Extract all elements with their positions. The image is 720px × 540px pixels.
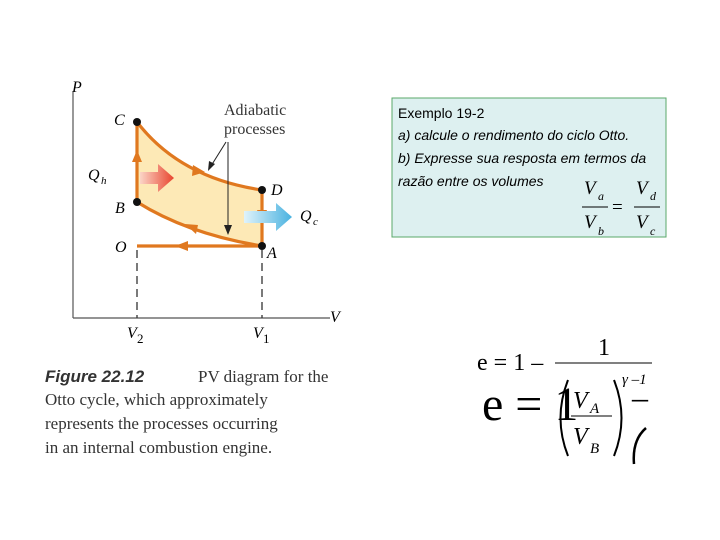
point-label: O [115,239,127,256]
caption-line: in an internal combustion engine. [45,438,272,457]
caption-line: Otto cycle, which approximately [45,390,268,409]
point-label: C [114,112,125,129]
caption: Figure 22.12 PV diagram for the Otto cyc… [45,367,328,457]
ratio-sub: a [598,189,604,203]
volume-tick: V [127,325,139,342]
ratio-sub: d [650,189,657,203]
dot [133,198,141,206]
formula-small: e = 1 – 1 γ –1 [477,335,652,388]
heat-in-sub: h [101,175,107,187]
adiabat-top [135,121,263,192]
box-line: razão entre os volumes [398,173,544,189]
annotation-pointer [208,161,215,171]
point-label: B [115,200,125,217]
formula-symbol: V [573,388,590,414]
caption-label: Figure 22.12 [45,367,145,386]
caption-line: represents the processes occurring [45,414,278,433]
heat-out-symbol: Q [300,208,312,225]
arrow [175,241,188,251]
formula-numerator: 1 [598,335,610,361]
dot [133,118,141,126]
dot [258,242,266,250]
heat-in-arrow [140,164,174,192]
formula-symbol: V [573,424,590,450]
ratio-sub: b [598,224,604,238]
box-line: Exemplo 19-2 [398,105,485,121]
formula-sub: A [589,401,600,417]
axis-label-v: V [330,309,342,326]
cycle-area [137,122,262,246]
annotation: Adiabatic [224,102,286,119]
arrow [132,150,142,162]
ratio-symbol: V [584,178,598,199]
volume-ratio: V a V b = V d V c [582,178,660,238]
heat-out-sub: c [313,216,318,228]
annotation: processes [224,121,285,138]
volume-tick: V [253,325,265,342]
ratio-equals: = [612,197,623,218]
volume-tick-sub: 2 [137,331,144,346]
paren [559,379,569,457]
formula-minus: – [631,379,649,415]
ratio-symbol: V [636,212,650,233]
paren-fragment [632,427,647,465]
point-label: A [266,245,277,262]
annotation-pointer [210,141,227,167]
annotation-pointer [224,225,232,235]
formula-sub: B [590,441,599,457]
point-label: D [270,182,283,199]
volume-tick-sub: 1 [263,331,270,346]
formula-lhs: e = 1 – [477,350,544,376]
formula-exponent: γ –1 [622,372,647,388]
box-line: a) calcule o rendimento do ciclo Otto. [398,127,629,143]
ratio-sub: c [650,224,656,238]
heat-out-arrow [244,203,292,231]
formula-large: e = 1 V A V B – [482,378,649,465]
arrow [192,165,205,176]
example-box: Exemplo 19-2 a) calcule o rendimento do … [391,97,667,238]
caption-line: PV diagram for the [198,367,328,386]
pv-diagram: P V C B O D A Q h [71,79,342,346]
box-line: b) Expresse sua resposta em termos da [398,150,646,166]
dot [258,186,266,194]
paren [613,379,623,457]
ratio-symbol: V [636,178,650,199]
heat-in-symbol: Q [88,167,100,184]
formula-lhs: e = 1 [482,378,578,431]
state-dots [133,118,266,250]
ratio-symbol: V [584,212,598,233]
box-background [391,97,667,238]
arrow [185,224,198,234]
axis-label-p: P [71,79,82,96]
